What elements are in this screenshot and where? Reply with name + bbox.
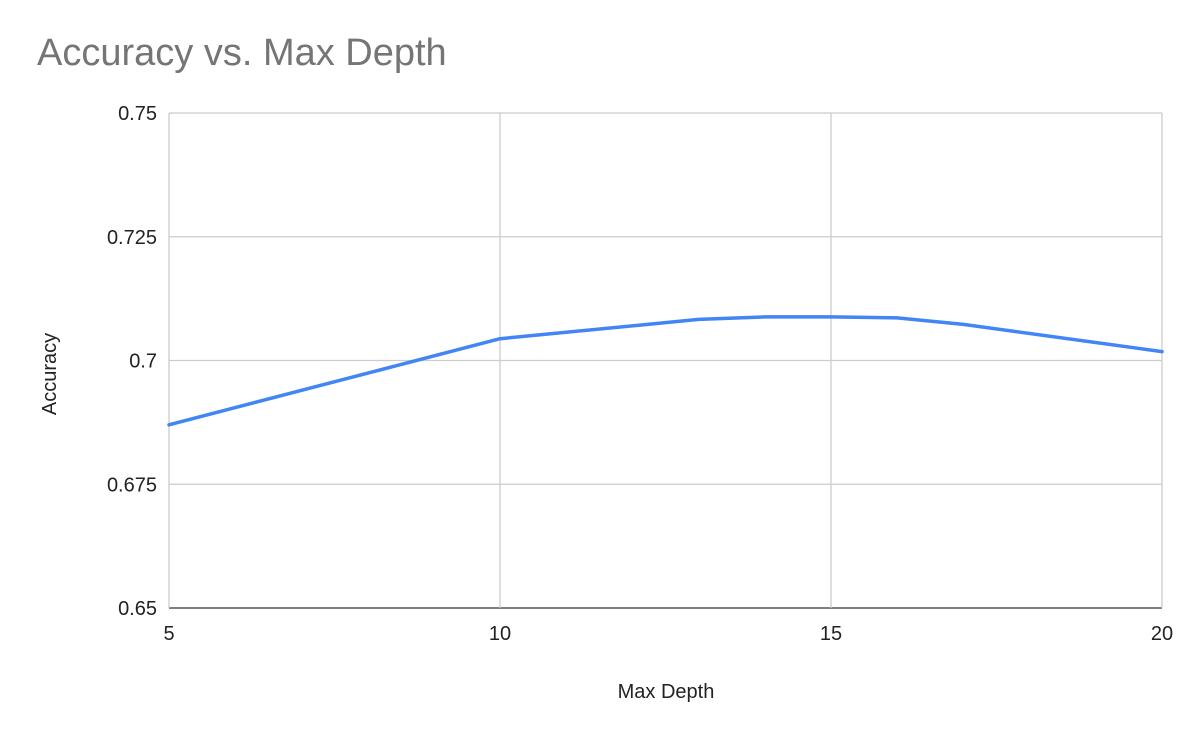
y-axis-title: Accuracy [39, 333, 61, 415]
chart-title: Accuracy vs. Max Depth [37, 32, 447, 74]
series-layer [167, 315, 1164, 427]
x-axis-title: Max Depth [618, 681, 715, 703]
y-tick-label: 0.675 [107, 474, 157, 496]
gridlines [168, 112, 1163, 609]
x-tick-label: 20 [1151, 623, 1173, 645]
y-tick-label: 0.65 [118, 598, 157, 620]
series-line [167, 315, 1164, 427]
x-tick-label: 10 [489, 623, 511, 645]
x-tick-labels: 5 10 15 20 [163, 623, 1173, 645]
y-tick-labels: 0.65 0.675 0.7 0.725 0.75 [107, 103, 157, 620]
y-tick-label: 0.7 [129, 351, 157, 373]
y-tick-label: 0.725 [107, 227, 157, 249]
y-tick-label: 0.75 [118, 103, 157, 125]
x-tick-label: 15 [820, 623, 842, 645]
x-tick-label: 5 [163, 623, 174, 645]
